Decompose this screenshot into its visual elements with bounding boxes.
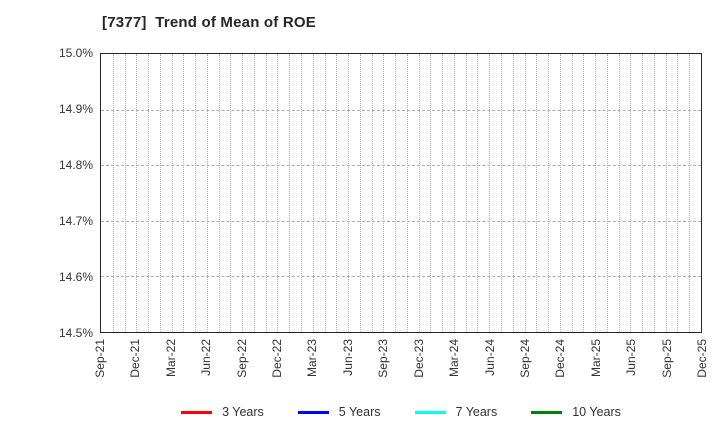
vertical-gridline	[395, 54, 397, 332]
legend-label: 5 Years	[338, 405, 381, 419]
vertical-gridline	[336, 54, 338, 332]
legend-item: 3 Years	[181, 405, 264, 419]
x-tick-label: Mar-23	[305, 339, 320, 378]
vertical-gridline	[124, 54, 126, 332]
vertical-gridline	[159, 54, 161, 332]
y-tick-label: 14.9%	[58, 102, 93, 116]
vertical-gridline	[642, 54, 644, 332]
vertical-gridline	[630, 54, 632, 332]
x-tick-label: Mar-25	[588, 339, 603, 378]
y-tick-label: 14.6%	[58, 270, 93, 284]
horizontal-gridline	[101, 165, 701, 167]
legend-label: 7 Years	[455, 405, 498, 419]
vertical-gridline	[277, 54, 279, 332]
x-tick-label: Dec-23	[411, 339, 426, 378]
x-tick-label: Dec-22	[270, 339, 285, 378]
vertical-gridline	[312, 54, 314, 332]
legend-line-swatch	[297, 410, 329, 414]
vertical-gridline	[571, 54, 573, 332]
legend-line-swatch	[531, 410, 563, 414]
y-tick-label: 14.5%	[58, 326, 93, 340]
x-tick-label: Mar-24	[447, 339, 462, 378]
vertical-gridline	[689, 54, 691, 332]
vertical-gridline	[489, 54, 491, 332]
vertical-gridline	[218, 54, 220, 332]
vertical-gridline	[595, 54, 597, 332]
vertical-gridline	[465, 54, 467, 332]
x-tick-label: Sep-21	[93, 339, 107, 378]
x-tick-label: Sep-24	[517, 339, 532, 378]
y-tick-label: 14.8%	[58, 158, 93, 172]
legend-label: 3 Years	[222, 405, 264, 419]
vertical-gridline	[242, 54, 244, 332]
vertical-gridline	[253, 54, 255, 332]
vertical-gridline	[406, 54, 408, 332]
x-tick-label: Jun-24	[482, 339, 497, 376]
x-tick-label: Dec-25	[695, 339, 709, 378]
vertical-gridline	[618, 54, 620, 332]
vertical-gridline	[195, 54, 197, 332]
legend-item: 7 Years	[414, 405, 498, 419]
vertical-gridline	[359, 54, 361, 332]
x-tick-label: Sep-22	[234, 339, 249, 378]
x-tick-label: Mar-22	[163, 339, 178, 378]
vertical-gridline	[677, 54, 679, 332]
vertical-gridline	[559, 54, 561, 332]
legend-line-swatch	[414, 410, 446, 414]
vertical-gridline	[524, 54, 526, 332]
vertical-gridline	[653, 54, 655, 332]
horizontal-gridline	[101, 109, 701, 111]
vertical-gridline	[371, 54, 373, 332]
x-tick-label: Jun-22	[199, 339, 214, 376]
vertical-gridline	[442, 54, 444, 332]
x-tick-label: Sep-23	[376, 339, 391, 378]
vertical-gridline	[348, 54, 350, 332]
vertical-gridline	[265, 54, 267, 332]
vertical-gridline	[383, 54, 385, 332]
horizontal-gridline	[101, 220, 701, 222]
vertical-gridline	[171, 54, 173, 332]
vertical-gridline	[418, 54, 420, 332]
vertical-gridline	[501, 54, 502, 332]
vertical-gridline	[230, 54, 232, 332]
horizontal-gridline	[101, 276, 701, 278]
legend-item: 10 Years	[531, 405, 621, 419]
y-tick-label: 14.7%	[58, 214, 93, 228]
vertical-gridline	[301, 54, 302, 332]
vertical-gridline	[206, 54, 208, 332]
vertical-gridline	[289, 54, 291, 332]
chart-title: [7377] Trend of Mean of ROE	[102, 14, 316, 31]
legend-line-swatch	[181, 410, 213, 414]
vertical-gridline	[665, 54, 667, 332]
vertical-gridline	[548, 54, 550, 332]
x-tick-label: Jun-25	[624, 339, 639, 376]
vertical-gridline	[536, 54, 538, 332]
vertical-gridline	[453, 54, 455, 332]
vertical-gridline	[512, 54, 514, 332]
legend-item: 5 Years	[297, 405, 381, 419]
vertical-gridline	[148, 54, 150, 332]
x-tick-label: Dec-24	[553, 339, 568, 378]
plot-area	[100, 53, 702, 333]
vertical-gridline	[112, 54, 114, 332]
legend-label: 10 Years	[572, 405, 621, 419]
x-tick-label: Jun-23	[340, 339, 355, 376]
vertical-gridline	[477, 54, 479, 332]
vertical-gridline	[183, 54, 185, 332]
vertical-gridline	[430, 54, 432, 332]
vertical-gridline	[324, 54, 326, 332]
x-tick-label: Dec-21	[128, 339, 143, 378]
legend: 3 Years 5 Years 7 Years 10 Years	[100, 405, 702, 419]
x-tick-label: Sep-25	[659, 339, 674, 378]
vertical-gridline	[583, 54, 585, 332]
vertical-gridline	[136, 54, 138, 332]
vertical-gridline	[606, 54, 608, 332]
y-tick-label: 15.0%	[58, 46, 93, 60]
